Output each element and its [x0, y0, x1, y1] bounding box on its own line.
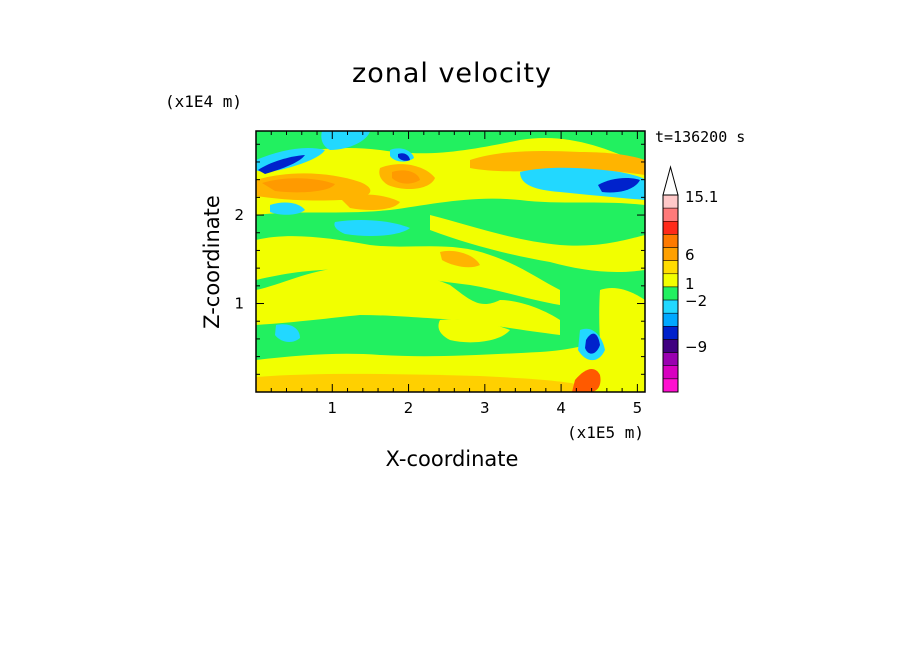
colorbar-segment	[662, 365, 679, 380]
contour-cyan	[275, 324, 300, 342]
contour-blue	[585, 333, 600, 354]
x-tick-label: 3	[480, 399, 490, 417]
colorbar-label: −2	[685, 292, 707, 310]
colorbar-segment	[662, 260, 679, 275]
x-tick-label: 2	[404, 399, 414, 417]
colorbar-segment	[662, 299, 679, 314]
contour-orange	[470, 150, 645, 175]
contour-blue	[598, 177, 640, 193]
colorbar: 15.1 6 1−2 −9	[662, 165, 718, 393]
colorbar-segment	[662, 339, 679, 353]
contour-cyan	[321, 131, 370, 150]
colorbar-label: 1	[685, 275, 695, 293]
colorbar-segment	[662, 378, 679, 393]
colorbar-segment	[662, 352, 679, 366]
contour-yellow-band	[430, 215, 645, 273]
x-axis-label: X-coordinate	[385, 447, 519, 471]
contour-yellow-band	[256, 236, 560, 305]
colorbar-label: 15.1	[685, 188, 718, 206]
colorbar-segment	[662, 326, 679, 340]
colorbar-arrow	[662, 165, 679, 196]
contour-cyan	[334, 220, 410, 236]
axis-ticks: 1 2 3 4 5 1 2	[234, 131, 645, 417]
chart-title: zonal velocity	[352, 58, 552, 89]
colorbar-segment	[662, 286, 679, 301]
colorbar-label: 6	[685, 246, 695, 264]
colorbar-segment	[662, 234, 679, 248]
colorbar-segment	[662, 221, 679, 235]
x-tick-label: 4	[556, 399, 566, 417]
contour-cyan	[270, 202, 305, 215]
contour-blue	[398, 153, 410, 161]
y-tick-label: 1	[234, 295, 244, 313]
y-axis-unit: (x1E4 m)	[165, 92, 243, 111]
colorbar-label: −9	[685, 338, 707, 356]
contour-yellow-band	[599, 288, 645, 392]
contour-orange	[392, 170, 420, 184]
contour-yellow-band	[438, 319, 510, 343]
colorbar-segment	[662, 247, 679, 261]
contour-red-orange	[572, 368, 601, 392]
plot-frame	[255, 130, 646, 393]
x-axis-unit: (x1E5 m)	[567, 423, 645, 442]
contour-blue	[258, 155, 305, 174]
x-tick-label: 5	[633, 399, 643, 417]
x-tick-label: 1	[328, 399, 338, 417]
contour-field	[256, 131, 645, 392]
contour-orange	[340, 194, 400, 210]
contour-orange	[440, 250, 480, 268]
y-tick-label: 2	[234, 206, 244, 224]
contour-yellow-band	[256, 268, 560, 335]
colorbar-frame	[662, 194, 679, 393]
colorbar-segment	[662, 194, 679, 209]
colorbar-segment	[662, 273, 679, 288]
time-label: t=136200 s	[655, 128, 746, 146]
colorbar-segment	[662, 312, 679, 327]
contour-orange	[262, 178, 335, 193]
contour-orange	[256, 373, 580, 392]
colorbar-segment	[662, 207, 679, 222]
